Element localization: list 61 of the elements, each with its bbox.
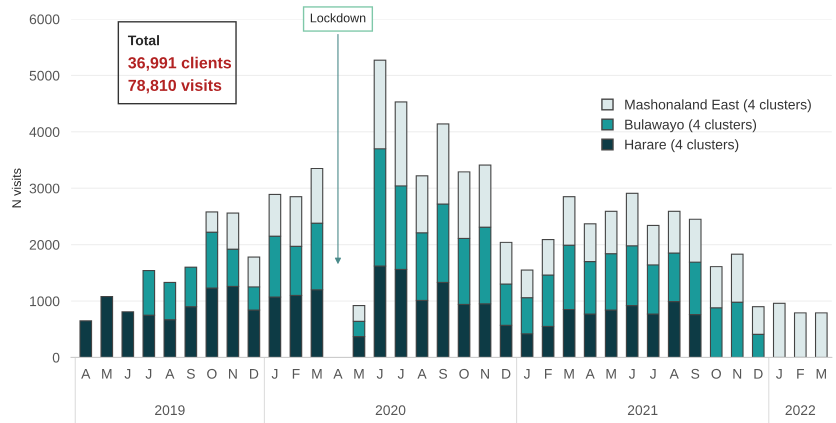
- x-tick-label: N: [229, 369, 237, 379]
- x-tick-label: F: [545, 369, 552, 379]
- x-tick-label: S: [439, 368, 448, 379]
- annotation: 36,991 clients: [128, 56, 232, 71]
- x-tick-label: F: [797, 369, 804, 379]
- x-tick-label: A: [165, 369, 174, 379]
- x-tick-label: J: [524, 369, 530, 379]
- annotation: Lockdown: [310, 13, 366, 22]
- bar: [121, 311, 134, 358]
- x-tick-label: J: [628, 369, 635, 379]
- bar: [814, 312, 828, 358]
- x-tick-label: J: [146, 369, 152, 379]
- bar: [772, 302, 786, 358]
- bar: [794, 312, 807, 358]
- x-tick-label: J: [398, 369, 404, 379]
- bar: [79, 320, 92, 358]
- text: 2022: [786, 405, 816, 416]
- bar: [100, 296, 114, 358]
- x-tick-label: J: [272, 369, 278, 379]
- x-tick-label: N: [733, 369, 742, 379]
- legend-label: Bulawayo (4 clusters): [625, 119, 756, 132]
- y-tick-label: 4000: [29, 127, 60, 138]
- y-tick-label: 2000: [30, 240, 60, 250]
- x-tick-label: A: [81, 369, 90, 379]
- x-tick-label: D: [250, 369, 258, 379]
- x-tick-label: M: [102, 369, 112, 379]
- x-tick-label: O: [711, 368, 721, 379]
- x-tick-label: A: [586, 369, 595, 379]
- x-tick-label: M: [354, 369, 364, 379]
- text: 2020: [376, 405, 406, 416]
- x-tick-label: O: [207, 368, 217, 379]
- text: 2019: [155, 405, 185, 416]
- x-tick-label: D: [754, 369, 763, 379]
- y-tick-label: 6000: [30, 14, 60, 24]
- y-tick-label: 0: [52, 352, 60, 363]
- text: 2021: [628, 405, 658, 416]
- x-tick-label: M: [816, 369, 826, 379]
- x-tick-label: N: [481, 369, 489, 379]
- x-tick-label: A: [670, 369, 679, 379]
- x-tick-label: J: [776, 369, 782, 379]
- x-tick-label: M: [312, 369, 322, 379]
- y-tick-label: 3000: [30, 184, 60, 194]
- x-tick-label: S: [186, 368, 195, 379]
- x-tick-label: M: [564, 369, 574, 379]
- y-axis-title: N visits: [12, 168, 22, 208]
- x-tick-label: J: [124, 369, 130, 379]
- y-tick-label: 1000: [30, 296, 60, 306]
- x-tick-label: F: [292, 369, 300, 379]
- x-tick-label: S: [691, 368, 700, 379]
- x-tick-label: O: [459, 368, 469, 379]
- annotation: Total: [128, 35, 159, 46]
- x-tick-label: A: [417, 369, 427, 379]
- x-tick-label: D: [502, 369, 510, 379]
- x-tick-label: J: [376, 369, 382, 379]
- x-tick-label: A: [333, 369, 343, 379]
- legend-label: Mashonaland East (4 clusters): [625, 99, 811, 112]
- x-tick-label: M: [606, 369, 616, 379]
- y-tick-label: 5000: [30, 70, 60, 81]
- annotation: 78,810 visits: [128, 79, 222, 94]
- x-tick-label: J: [650, 369, 656, 379]
- legend-label: Harare (4 clusters): [625, 139, 738, 152]
